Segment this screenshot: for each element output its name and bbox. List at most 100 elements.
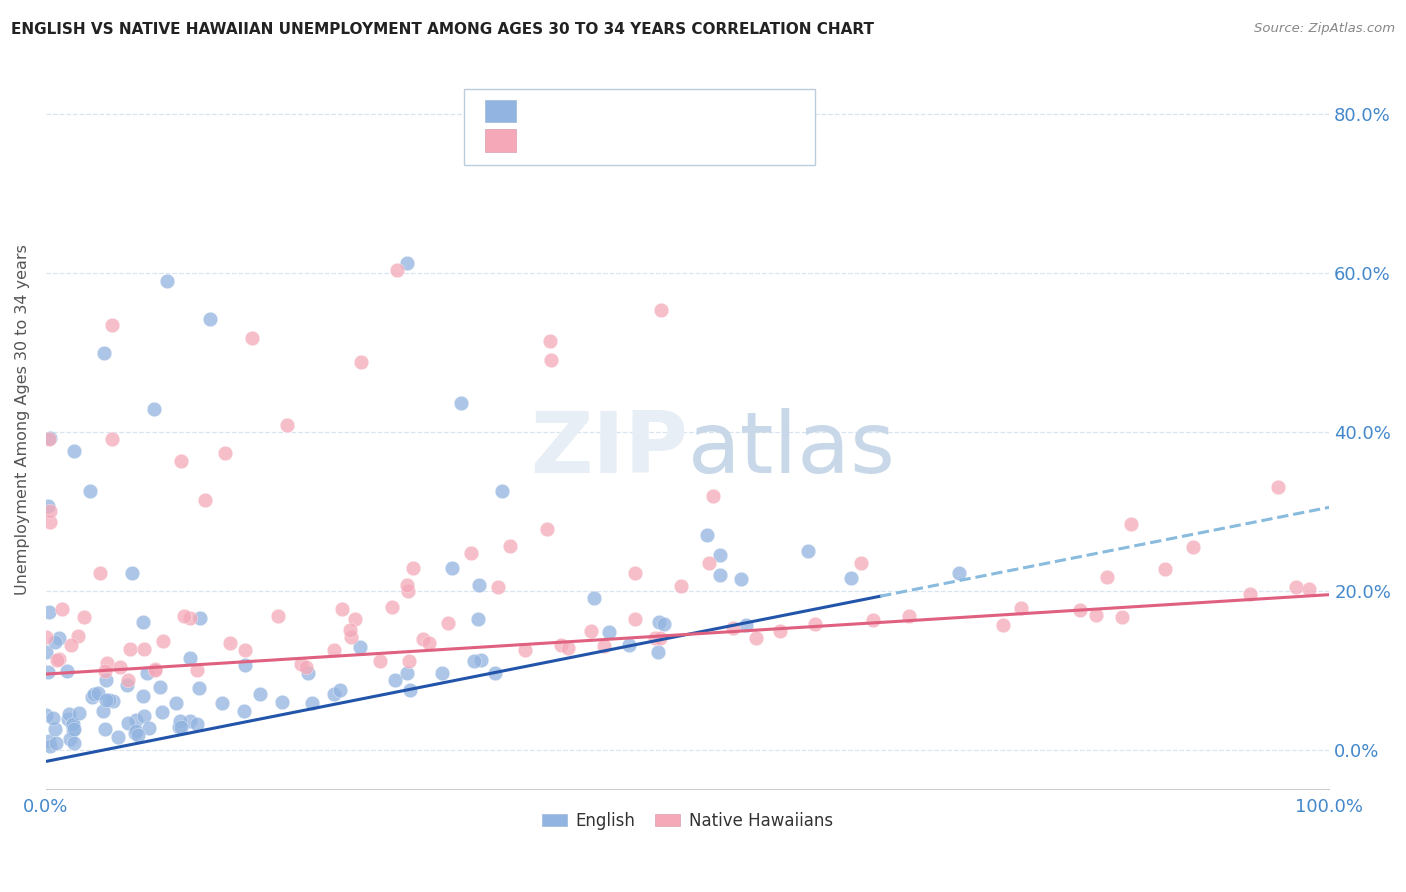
Point <box>349 640 371 654</box>
Point <box>1069 603 1091 617</box>
Point <box>734 618 756 632</box>
Point <box>94 664 117 678</box>
Point <box>82 690 104 704</box>
Point <box>143 662 166 676</box>
Point <box>396 577 419 591</box>
Point <box>617 638 640 652</box>
Point <box>709 568 731 582</box>
Point <box>463 654 485 668</box>
Point <box>991 618 1014 632</box>
Point <box>190 611 212 625</box>
Point <box>650 631 672 645</box>
Point <box>149 680 172 694</box>
Point <box>804 617 827 632</box>
Point <box>67 706 90 721</box>
Point <box>381 599 404 614</box>
Point <box>42 711 65 725</box>
Point <box>797 544 820 558</box>
Point <box>1239 587 1261 601</box>
Point <box>948 566 970 581</box>
Point <box>538 334 561 348</box>
Point <box>412 632 434 646</box>
Point <box>211 696 233 710</box>
Point <box>440 561 463 575</box>
Point <box>1119 517 1142 532</box>
Point <box>170 720 193 734</box>
Point <box>143 663 166 677</box>
Point <box>295 659 318 673</box>
Point <box>134 709 156 723</box>
Point <box>94 722 117 736</box>
Point <box>67 629 90 643</box>
Point <box>115 678 138 692</box>
Point <box>173 608 195 623</box>
Point <box>35 645 58 659</box>
Legend: English, Native Hawaiians: English, Native Hawaiians <box>536 805 839 837</box>
Point <box>44 635 66 649</box>
Point <box>48 652 70 666</box>
Text: ZIP: ZIP <box>530 408 688 491</box>
Point <box>142 402 165 417</box>
Point <box>117 673 139 687</box>
Point <box>94 693 117 707</box>
Point <box>233 643 256 657</box>
Point <box>536 522 558 536</box>
Point <box>730 572 752 586</box>
Point <box>35 708 58 723</box>
Point <box>214 446 236 460</box>
Point <box>271 695 294 709</box>
Point <box>267 608 290 623</box>
Point <box>56 712 79 726</box>
Text: R =  0.130   N =  90: R = 0.130 N = 90 <box>527 131 695 149</box>
Point <box>1181 540 1204 554</box>
Point <box>652 617 675 632</box>
Point <box>484 665 506 680</box>
Point <box>301 696 323 710</box>
Point <box>598 625 620 640</box>
Point <box>169 454 191 468</box>
Point <box>399 683 422 698</box>
Point <box>385 263 408 277</box>
Point <box>769 624 792 639</box>
Point <box>89 566 111 580</box>
Point <box>329 682 352 697</box>
Point <box>723 621 745 635</box>
Point <box>249 687 271 701</box>
Point <box>486 581 509 595</box>
Point <box>648 615 671 630</box>
Point <box>97 693 120 707</box>
Point <box>37 665 59 680</box>
Point <box>344 611 367 625</box>
Point <box>339 623 361 637</box>
Point <box>107 730 129 744</box>
Point <box>583 591 606 606</box>
Point <box>156 274 179 288</box>
Point <box>1298 582 1320 596</box>
Point <box>330 601 353 615</box>
Point <box>167 719 190 733</box>
Point <box>436 615 458 630</box>
Point <box>165 696 187 710</box>
Point <box>450 396 472 410</box>
Point <box>127 728 149 742</box>
Point <box>1111 609 1133 624</box>
Point <box>63 736 86 750</box>
Point <box>745 631 768 645</box>
Point <box>179 714 201 729</box>
Point <box>91 704 114 718</box>
Point <box>83 687 105 701</box>
Point <box>193 492 215 507</box>
Point <box>467 611 489 625</box>
Point <box>45 736 67 750</box>
Point <box>592 640 614 654</box>
Point <box>402 560 425 574</box>
Point <box>96 656 118 670</box>
Point <box>188 681 211 695</box>
Point <box>540 352 562 367</box>
Point <box>396 256 419 270</box>
Point <box>297 665 319 680</box>
Point <box>73 610 96 624</box>
Point <box>152 634 174 648</box>
Point <box>396 666 419 681</box>
Point <box>1285 580 1308 594</box>
